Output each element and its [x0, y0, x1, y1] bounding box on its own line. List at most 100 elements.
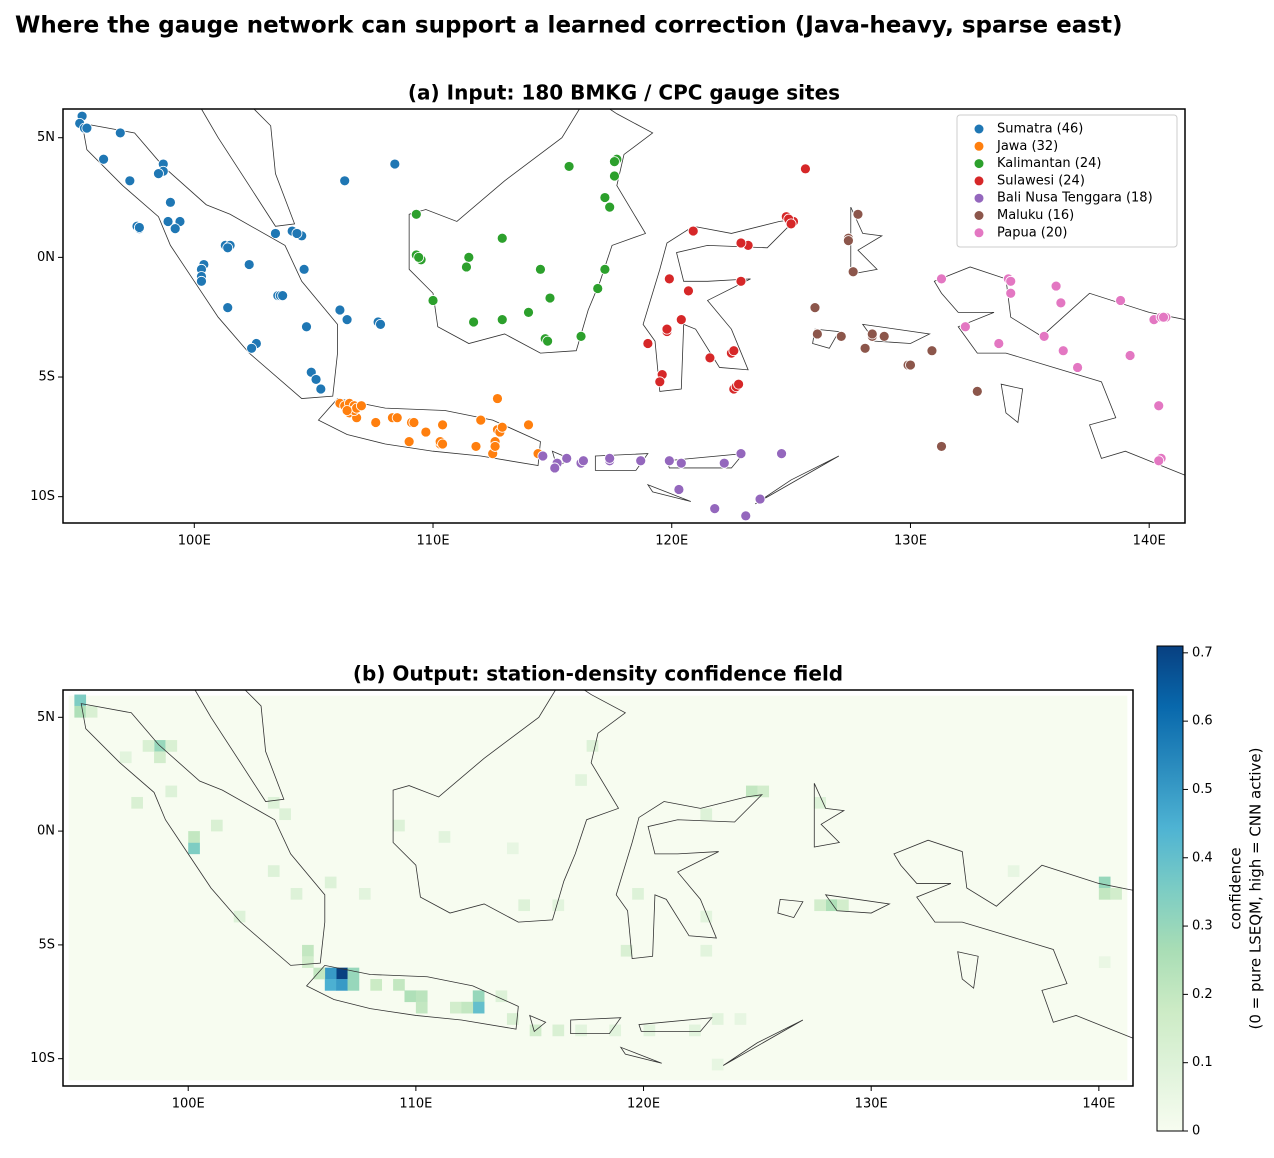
colorbar-tick-label: 0	[1192, 1124, 1200, 1139]
confidence-cell	[689, 1024, 701, 1037]
colorbar-tick-label: 0.7	[1192, 645, 1213, 660]
confidence-cell	[302, 944, 314, 957]
confidence-cell	[506, 1013, 519, 1025]
legend-label: Kalimantan (24)	[997, 156, 1101, 171]
gauge-site	[673, 484, 685, 495]
gauge-site	[315, 383, 327, 395]
coastline	[755, 455, 840, 505]
gauge-site	[661, 323, 673, 335]
gauge-site	[492, 393, 503, 404]
gauge-site	[523, 419, 534, 431]
gauge-site	[341, 314, 353, 325]
gauge-site	[437, 419, 448, 431]
confidence-cell	[700, 910, 713, 923]
confidence-cell	[711, 1013, 724, 1025]
colorbar-tick-label: 0.2	[1192, 987, 1213, 1002]
coastline	[81, 122, 338, 399]
confidence-cell	[74, 694, 87, 707]
coastline	[646, 483, 691, 502]
gauge-site	[391, 412, 403, 424]
coastline	[619, 1046, 662, 1064]
gauge-site	[936, 441, 947, 452]
gauge-site	[604, 452, 616, 464]
coastline	[529, 1014, 547, 1033]
gauge-site	[835, 330, 847, 342]
gauge-site	[341, 405, 353, 416]
confidence-cell	[575, 1024, 587, 1037]
confidence-cell	[415, 1001, 428, 1014]
confidence-cell	[472, 990, 485, 1003]
panel-title: (a) Input: 180 BMKG / CPC gauge sites	[408, 81, 840, 105]
gauge-site	[98, 153, 109, 165]
coastline	[594, 453, 649, 471]
gauge-site	[847, 266, 859, 278]
gauge-site	[878, 330, 890, 342]
coastline	[812, 328, 840, 349]
confidence-cell	[404, 990, 417, 1003]
confidence-cell	[632, 888, 644, 900]
legend-label: Sumatra (46)	[997, 122, 1083, 137]
gauge-site	[169, 223, 181, 235]
confidence-cell	[131, 796, 143, 809]
gauge-site	[81, 122, 93, 134]
gauge-site	[733, 378, 744, 390]
gauge-site	[1005, 275, 1017, 287]
gauge-site	[728, 345, 740, 357]
confidence-cell	[154, 751, 166, 764]
gauge-site	[389, 158, 401, 170]
legend-marker	[974, 228, 984, 238]
legend-marker	[974, 124, 984, 134]
confidence-cell	[393, 979, 405, 991]
confidence-cell	[575, 774, 587, 786]
gauge-site	[496, 232, 508, 244]
gauge-site	[675, 457, 687, 469]
x-tick-label: 130E	[894, 534, 927, 549]
confidence-cell	[324, 967, 337, 980]
gauge-site	[809, 302, 821, 314]
confidence-cell	[290, 888, 303, 900]
gauge-site	[356, 400, 367, 412]
gauge-site	[563, 161, 575, 172]
gauge-site	[635, 455, 647, 467]
gauge-site	[461, 261, 472, 273]
legend-label: Maluku (16)	[997, 208, 1074, 223]
colorbar-tick-label: 0.3	[1192, 919, 1213, 934]
confidence-cell	[552, 899, 565, 912]
gauge-site	[993, 338, 1005, 349]
gauge-site	[654, 376, 666, 388]
confidence-cell	[506, 842, 519, 855]
confidence-cell	[336, 967, 348, 980]
confidence-cell	[233, 910, 246, 923]
gauge-site	[496, 421, 508, 433]
plot-frame	[62, 108, 1186, 524]
confidence-cell	[85, 705, 98, 718]
gauge-site	[1115, 295, 1126, 306]
gauge-site	[609, 156, 620, 168]
y-tick-label: 5N	[37, 710, 55, 725]
legend: Sumatra (46) Jawa (32) Kalimantan (24) Sula…	[956, 114, 1178, 248]
gauge-site	[704, 352, 716, 364]
confidence-cell	[324, 876, 337, 889]
gauge-site	[291, 228, 303, 239]
coastline	[408, 109, 654, 354]
gauge-site	[222, 302, 234, 314]
gauge-site	[609, 170, 620, 182]
gauge-site	[1124, 350, 1136, 361]
coastline	[642, 218, 798, 392]
gauge-site	[339, 175, 351, 187]
gauge-site	[800, 163, 811, 175]
confidence-cell	[267, 865, 280, 877]
confidence-cell	[188, 842, 200, 855]
confidence-cell	[1098, 876, 1111, 889]
gauge-site	[642, 338, 654, 349]
gauge-site	[575, 330, 587, 342]
confidence-cell	[313, 967, 326, 980]
gauge-site	[811, 328, 823, 340]
confidence-cell	[302, 956, 314, 968]
gauge-site	[468, 316, 480, 328]
gauge-site	[905, 359, 916, 371]
gauge-site	[408, 417, 420, 428]
colorbar-tick-label: 0.1	[1192, 1055, 1213, 1070]
y-tick-label: 10S	[30, 1051, 55, 1066]
